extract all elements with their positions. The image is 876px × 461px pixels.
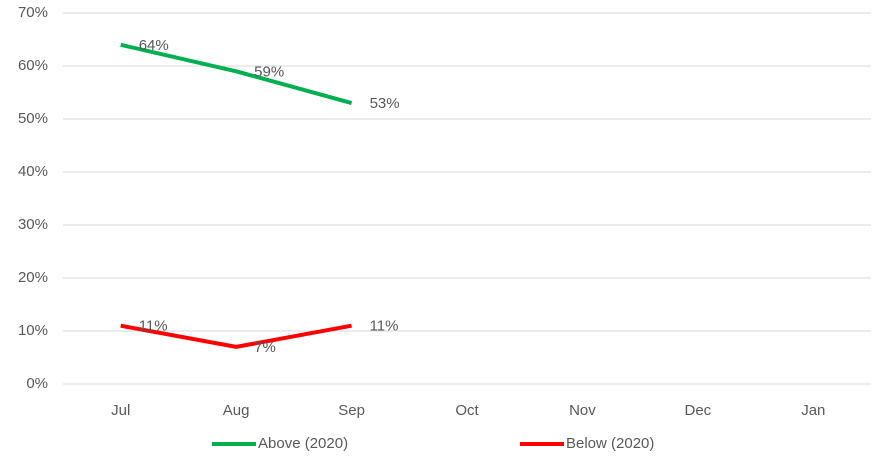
data-label: 7% [254,339,276,356]
y-tick-label: 30% [18,216,48,233]
y-tick-label: 40% [18,163,48,180]
y-tick-label: 0% [26,375,48,392]
x-tick-label: Jan [801,402,825,419]
x-tick-label: Jul [111,402,130,419]
data-label: 11% [370,318,399,335]
y-tick-label: 50% [18,110,48,127]
data-label: 59% [254,63,284,80]
x-tick-label: Dec [685,402,712,419]
x-tick-label: Aug [223,402,250,419]
y-tick-label: 10% [18,322,48,339]
series-line [120,42,353,106]
data-label: 64% [139,37,169,54]
x-tick-label: Sep [338,402,365,419]
y-tick-label: 20% [18,269,48,286]
legend-label: Below (2020) [566,435,654,452]
series-line [120,323,352,349]
x-tick-label: Nov [569,402,596,419]
data-label: 53% [370,95,400,112]
x-tick-label: Oct [455,402,479,419]
data-label: 11% [139,318,168,335]
y-tick-label: 60% [18,57,48,74]
y-tick-label: 70% [18,4,48,21]
legend-label: Above (2020) [258,435,348,452]
